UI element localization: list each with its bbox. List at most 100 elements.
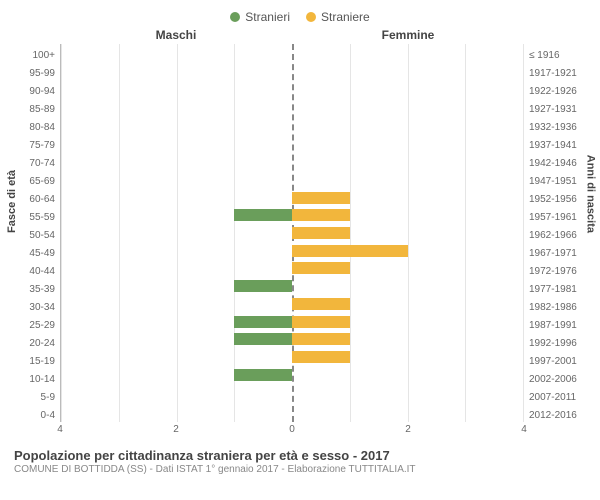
bar-row [61,224,523,242]
bar-row [61,295,523,313]
birth-tick: 2012-2016 [529,407,586,425]
birth-tick: 1992-1996 [529,335,586,353]
age-tick: 20-24 [14,335,55,353]
chart-subtitle: COMUNE DI BOTTIDDA (SS) - Dati ISTAT 1° … [14,464,586,475]
birth-tick: 1977-1981 [529,281,586,299]
age-tick: 35-39 [14,281,55,299]
birth-tick: 1957-1961 [529,209,586,227]
bar-female [292,351,350,363]
bar-row [61,118,523,136]
age-tick: 30-34 [14,299,55,317]
bar-female [292,298,350,310]
bar-rows [61,44,523,422]
birth-tick: 1932-1936 [529,119,586,137]
legend-item-male: Stranieri [230,10,290,24]
bar-row [61,153,523,171]
birth-tick: 1937-1941 [529,137,586,155]
age-tick: 5-9 [14,389,55,407]
age-tick: 15-19 [14,353,55,371]
age-tick: 75-79 [14,137,55,155]
x-tick: 4 [521,424,527,435]
birth-tick: 1947-1951 [529,173,586,191]
bar-male [234,209,292,221]
plot: Fasce di età 100+95-9990-9485-8980-8475-… [14,44,586,422]
bar-row [61,401,523,419]
birth-tick: 1972-1976 [529,263,586,281]
bar-row [61,242,523,260]
bar-row [61,348,523,366]
bar-male [234,369,292,381]
birth-tick: ≤ 1916 [529,47,586,65]
bar-row [61,171,523,189]
x-tick: 2 [405,424,411,435]
birth-tick: 1962-1966 [529,227,586,245]
age-tick: 100+ [14,47,55,65]
legend-swatch-female [306,12,316,22]
plot-area [60,44,524,422]
legend-swatch-male [230,12,240,22]
y-axis-birth: ≤ 19161917-19211922-19261927-19311932-19… [524,44,586,422]
legend-item-female: Straniere [306,10,370,24]
birth-tick: 1917-1921 [529,65,586,83]
birth-tick: 2007-2011 [529,389,586,407]
bar-female [292,227,350,239]
bar-row [61,65,523,83]
age-tick: 65-69 [14,173,55,191]
age-tick: 95-99 [14,65,55,83]
population-pyramid-chart: Stranieri Straniere Maschi Femmine Fasce… [0,0,600,500]
birth-tick: 1942-1946 [529,155,586,173]
bar-female [292,316,350,328]
bar-male [234,316,292,328]
chart-title: Popolazione per cittadinanza straniera p… [14,448,586,463]
legend-label-female: Straniere [321,10,370,24]
x-tick: 0 [289,424,295,435]
bar-female [292,245,408,257]
y-axis-label-right: Anni di nascita [584,155,596,233]
x-ticks: 4 2 0 2 4 [60,424,524,438]
header-female: Femmine [292,28,524,42]
age-tick: 0-4 [14,407,55,425]
age-tick: 45-49 [14,245,55,263]
birth-tick: 1987-1991 [529,317,586,335]
chart-footer: Popolazione per cittadinanza straniera p… [14,448,586,475]
bar-row [61,82,523,100]
age-tick: 70-74 [14,155,55,173]
birth-tick: 2002-2006 [529,371,586,389]
birth-tick: 1952-1956 [529,191,586,209]
bar-row [61,313,523,331]
age-tick: 55-59 [14,209,55,227]
bar-row [61,47,523,65]
x-tick: 4 [57,424,63,435]
age-tick: 50-54 [14,227,55,245]
bar-female [292,192,350,204]
x-tick: 2 [173,424,179,435]
legend-label-male: Stranieri [245,10,290,24]
bar-row [61,189,523,207]
age-tick: 80-84 [14,119,55,137]
y-axis-age: 100+95-9990-9485-8980-8475-7970-7465-696… [14,44,60,422]
bar-row [61,366,523,384]
bar-female [292,262,350,274]
legend: Stranieri Straniere [14,10,586,24]
bar-row [61,260,523,278]
bar-row [61,136,523,154]
bar-row [61,100,523,118]
bar-row [61,206,523,224]
bar-row [61,277,523,295]
bar-male [234,280,292,292]
birth-tick: 1967-1971 [529,245,586,263]
age-tick: 40-44 [14,263,55,281]
birth-tick: 1982-1986 [529,299,586,317]
bar-female [292,209,350,221]
age-tick: 85-89 [14,101,55,119]
bar-row [61,384,523,402]
y-axis-label-left: Fasce di età [6,170,18,233]
age-tick: 60-64 [14,191,55,209]
birth-tick: 1922-1926 [529,83,586,101]
age-tick: 90-94 [14,83,55,101]
birth-tick: 1997-2001 [529,353,586,371]
bar-male [234,333,292,345]
age-tick: 10-14 [14,371,55,389]
age-tick: 25-29 [14,317,55,335]
birth-tick: 1927-1931 [529,101,586,119]
